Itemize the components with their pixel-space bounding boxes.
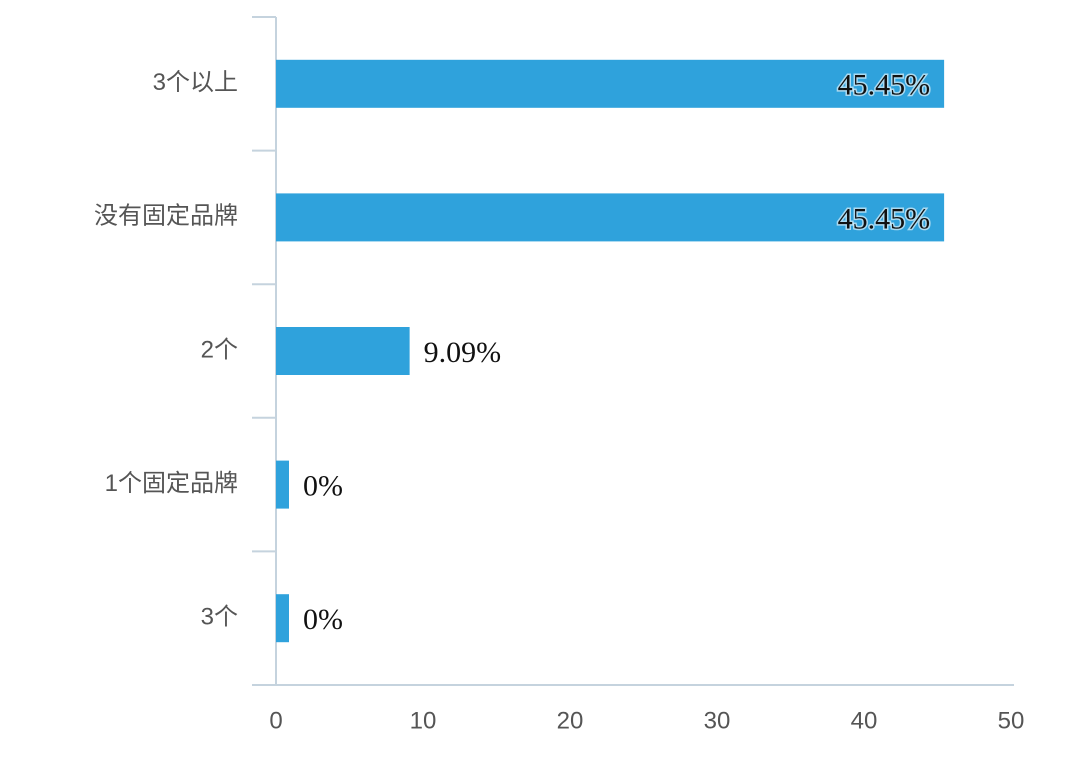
category-label: 2个 (201, 336, 238, 363)
x-tick-label: 0 (269, 707, 282, 734)
value-label: 0% (303, 603, 343, 636)
x-tick-label: 20 (557, 707, 584, 734)
x-tick-label: 40 (851, 707, 878, 734)
category-label: 3个 (201, 604, 238, 631)
bar (276, 193, 945, 242)
category-label: 1个固定品牌 (105, 470, 238, 497)
value-label: 9.09% (424, 336, 502, 369)
bar (276, 460, 289, 509)
x-tick-label: 50 (998, 707, 1025, 734)
bar (276, 594, 289, 643)
x-tick-label: 10 (410, 707, 437, 734)
category-label: 没有固定品牌 (94, 203, 238, 230)
value-label: 45.45% (838, 69, 931, 102)
value-label: 45.45% (838, 202, 931, 235)
category-label: 3个以上 (153, 69, 238, 96)
bar (276, 327, 410, 375)
bar (276, 59, 945, 108)
value-label: 0% (303, 469, 343, 502)
x-tick-label: 30 (704, 707, 731, 734)
